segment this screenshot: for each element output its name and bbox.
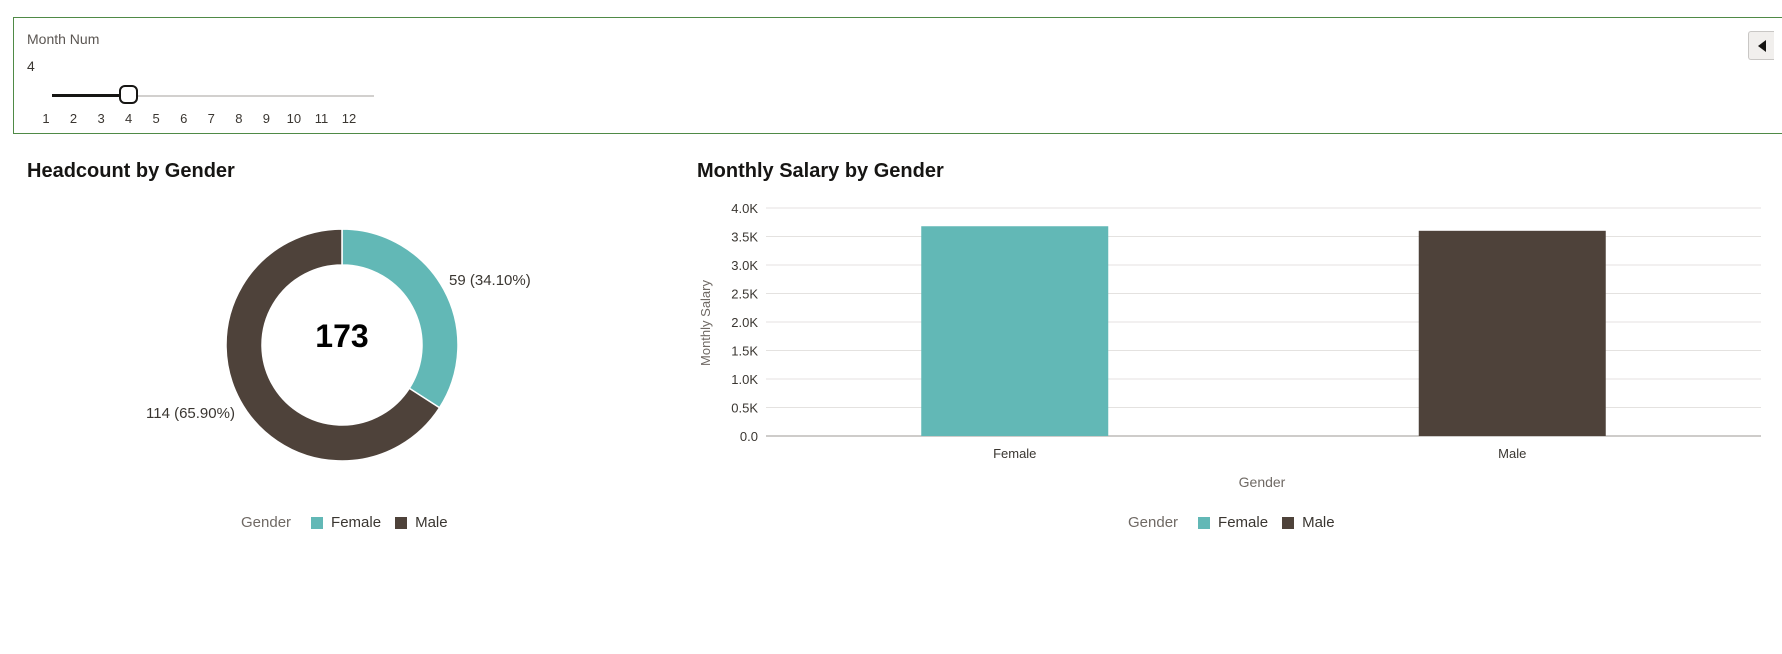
legend-item-female[interactable]: Female [1198,514,1268,531]
legend-swatch-female [1198,516,1211,529]
filter-label: Month Num [27,31,100,47]
headcount-donut-chart: 173 59 (34.10%) 114 (65.90%) [146,228,531,462]
slider-fill [52,94,129,97]
slider-tick[interactable]: 12 [341,111,357,126]
y-tick-label: 2.0K [731,315,758,330]
y-tick-label: 3.5K [731,230,758,245]
salary-legend: Gender Female Male [1128,514,1349,531]
x-tick-label: Female [993,446,1036,461]
legend-label-male: Male [1302,514,1335,531]
slider-tick[interactable]: 5 [152,111,160,126]
y-tick-label: 3.0K [731,258,758,273]
legend-item-male[interactable]: Male [395,514,448,531]
slider-tick[interactable]: 4 [125,111,133,126]
legend-swatch-male [1282,516,1295,529]
x-tick-label: Male [1498,446,1526,461]
slider-tick[interactable]: 7 [207,111,215,126]
legend-item-male[interactable]: Male [1282,514,1335,531]
slider-tick[interactable]: 3 [97,111,105,126]
legend-label-female: Female [1218,514,1269,531]
legend-title: Gender [1128,514,1179,531]
slider-tick[interactable]: 11 [314,111,329,126]
slider-tick[interactable]: 8 [235,111,243,126]
slider-tick[interactable]: 6 [180,111,188,126]
bar-female[interactable] [921,226,1109,436]
headcount-legend: Gender Female Male [241,514,462,531]
bar-male[interactable] [1418,230,1606,436]
headcount-title: Headcount by Gender [27,160,235,182]
slider-tick[interactable]: 9 [262,111,270,126]
slider-tick[interactable]: 2 [69,111,78,126]
y-tick-label: 2.5K [731,287,758,302]
donut-slice-female[interactable] [341,228,459,409]
month-slider[interactable]: 1 2 3 4 5 6 7 8 9 10 11 12 [38,74,378,126]
slider-tick[interactable]: 1 [42,111,50,126]
donut-slice-male[interactable] [225,228,441,462]
y-tick-label: 0.5K [731,401,758,416]
slice-label-female: 59 (34.10%) [449,272,531,289]
slider-track[interactable] [52,95,374,97]
slider-tick[interactable]: 10 [286,111,302,126]
y-tick-label: 0.0 [740,429,758,444]
donut-total: 173 [315,318,368,354]
legend-swatch-male [395,516,408,529]
legend-label-male: Male [415,514,448,531]
legend-title: Gender [241,514,292,531]
legend-item-female[interactable]: Female [311,514,381,531]
x-axis-title: Gender [1239,474,1286,490]
filter-value: 4 [27,58,35,74]
salary-bar-chart: 0.0 0.5K 1.0K 1.5K 2.0K 2.5K 3.0K 3.5K 4.0K Fema… [698,201,1761,490]
slice-label-male: 114 (65.90%) [146,405,235,422]
y-tick-label: 1.5K [731,344,758,359]
filter-panel: Month Num 4 1 2 3 4 5 6 7 8 9 10 11 12 [13,17,1782,134]
y-axis-title: Monthly Salary [698,280,713,366]
legend-label-female: Female [331,514,382,531]
slider-thumb[interactable] [118,85,138,104]
collapse-panel-button[interactable] [1748,31,1774,60]
salary-title: Monthly Salary by Gender [697,160,944,182]
y-tick-label: 1.0K [731,372,758,387]
triangle-left-icon [1757,39,1766,52]
legend-swatch-female [311,516,324,529]
y-tick-label: 4.0K [731,201,758,216]
